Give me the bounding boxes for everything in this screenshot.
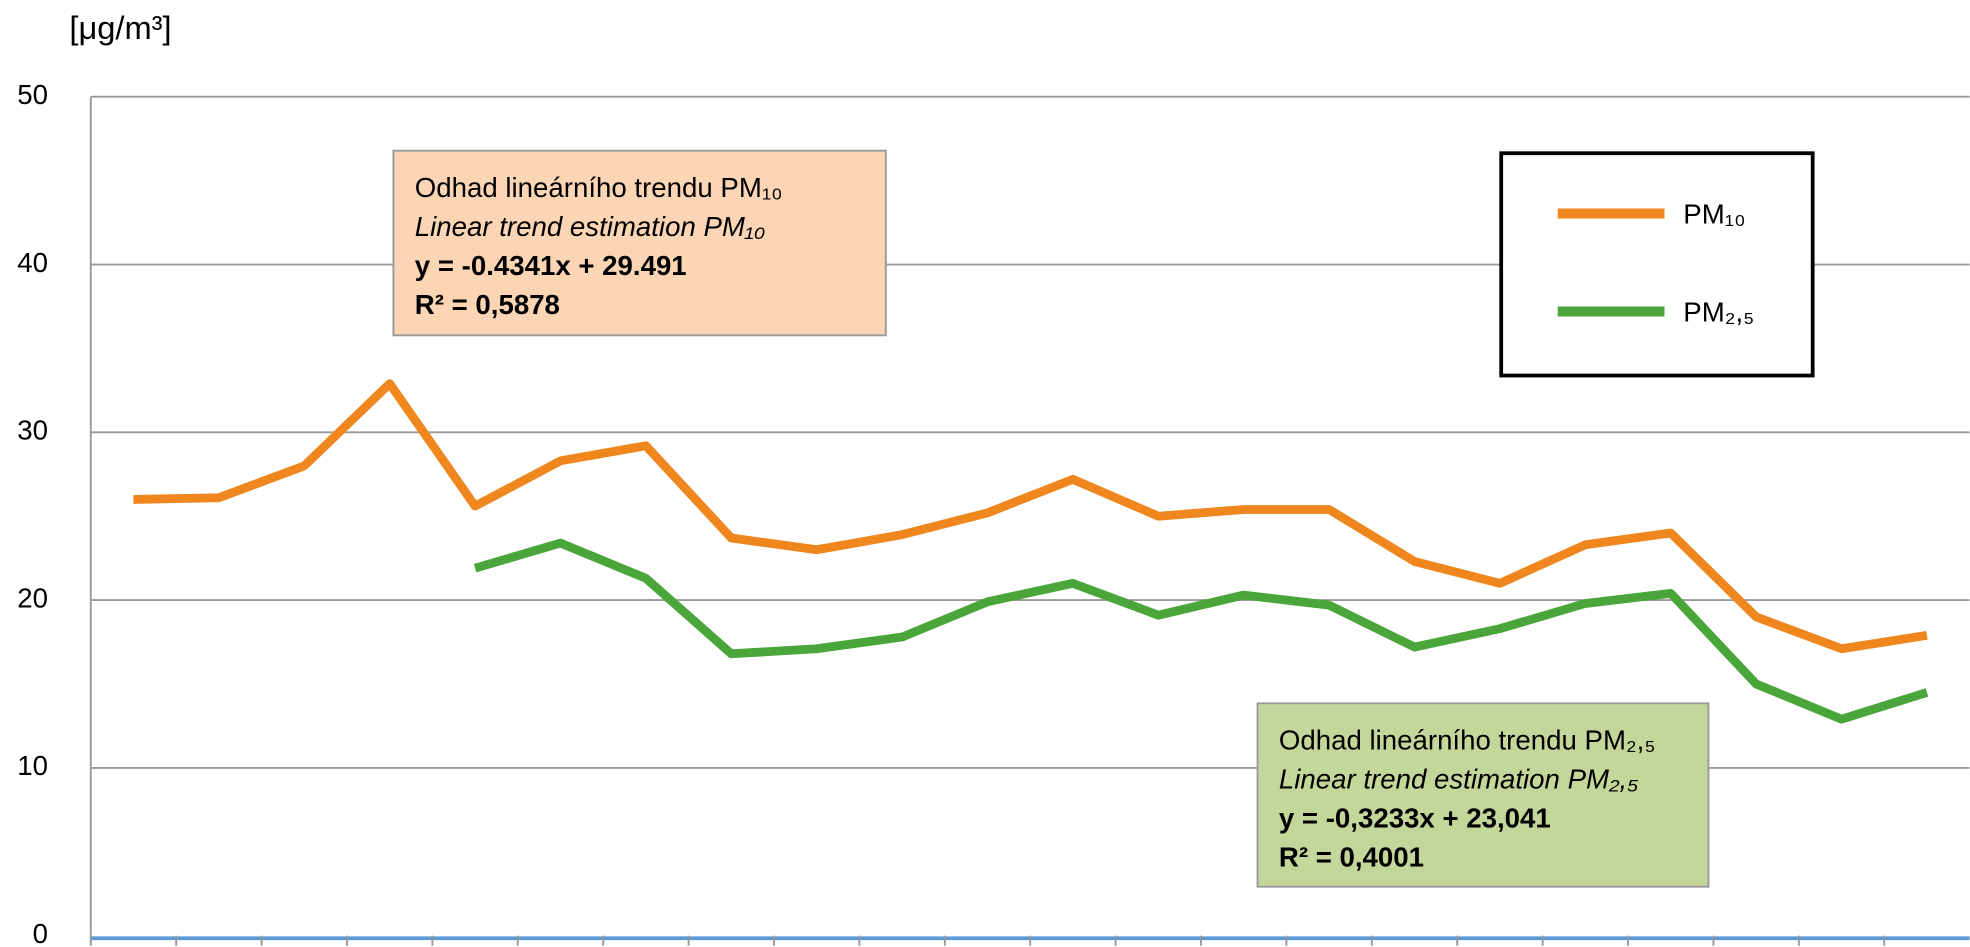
legend-label: PM₁₀ xyxy=(1683,198,1745,229)
annotation-text: R² = 0,5878 xyxy=(415,289,560,320)
y-axis-label: [μg/m³] xyxy=(69,9,171,46)
y-tick-label: 0 xyxy=(33,918,48,947)
annotation-text: y = -0.4341x + 29.491 xyxy=(415,250,687,281)
annotation-box xyxy=(1256,702,1710,888)
annotation-text: Linear trend estimation PM₁₀ xyxy=(415,211,765,242)
legend-label: PM₂,₅ xyxy=(1683,296,1754,327)
y-tick-label: 10 xyxy=(17,750,48,781)
annotation-text: Odhad lineárního trendu PM₂,₅ xyxy=(1279,725,1656,756)
annotation-box xyxy=(392,149,887,337)
y-tick-label: 20 xyxy=(17,582,48,613)
series-line xyxy=(133,379,1928,654)
annotation-text: Linear trend estimation PM₂,₅ xyxy=(1279,764,1638,795)
annotation-text: Odhad lineárního trendu PM₁₀ xyxy=(415,172,783,203)
series-line xyxy=(473,538,1929,724)
annotation-text: R² = 0,4001 xyxy=(1279,841,1424,872)
y-tick-label: 30 xyxy=(17,415,48,446)
y-tick-label: 40 xyxy=(17,247,48,278)
legend-box xyxy=(1499,151,1815,378)
annotation-text: y = -0,3233x + 23,041 xyxy=(1279,802,1551,833)
y-tick-label: 50 xyxy=(17,79,48,110)
